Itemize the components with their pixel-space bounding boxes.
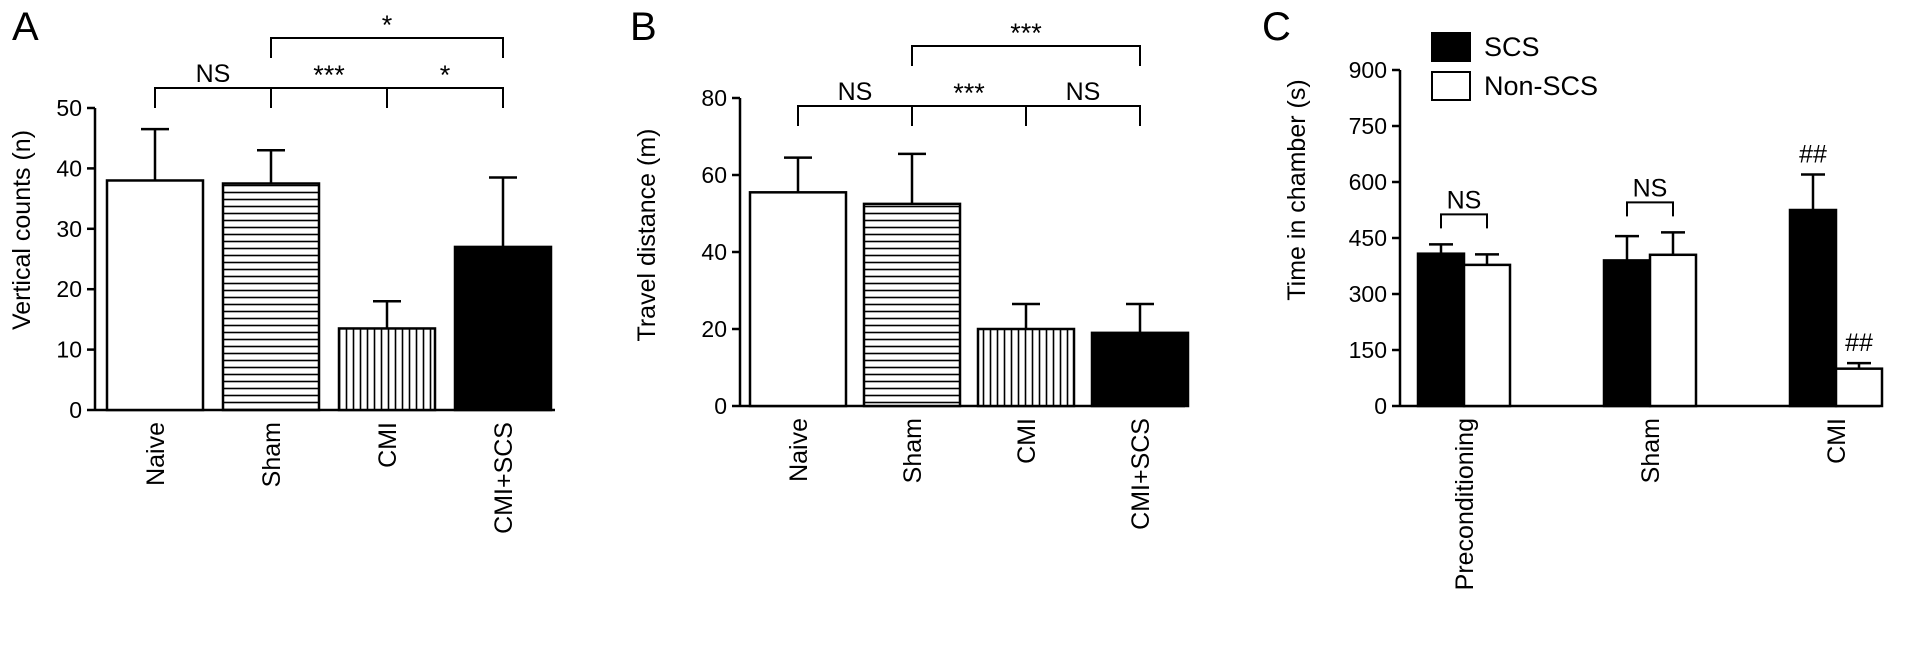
b-comparison-bracket	[797, 105, 913, 126]
c-significance-label: ##	[1845, 329, 1873, 357]
a-bar-sham	[221, 182, 321, 412]
a-y-tick-label: 0	[69, 397, 82, 423]
a-bar-cmi	[337, 327, 437, 412]
b-comparison-label: NS	[838, 78, 873, 106]
c-y-tick-label: 450	[1349, 225, 1387, 251]
c-y-tick-label: 600	[1349, 169, 1387, 195]
b-category-label: CMI	[1013, 418, 1041, 464]
legend-swatch-non-scs	[1431, 71, 1471, 101]
a-comparison-label: *	[440, 60, 451, 90]
a-category-label: CMI	[374, 422, 402, 468]
c-y-tick-label: 900	[1349, 57, 1387, 83]
a-y-tick-label: 20	[56, 276, 82, 302]
b-y-tick-label: 60	[701, 162, 727, 188]
panel-b: B Travel distance (m) 0 20 40 60 80 Naive Sham…	[630, 5, 1190, 530]
c-significance-label: ##	[1799, 141, 1827, 169]
c-bar-non-scs-preconditioning	[1462, 263, 1512, 408]
a-comparison-bracket	[154, 87, 272, 108]
y-axis-label-b: Travel distance (m)	[633, 128, 661, 341]
c-bar-non-scs-sham	[1648, 253, 1698, 408]
b-comparison-bracket	[911, 45, 1141, 66]
plot-area-c: 0 150 300 450 600 750 900 Preconditioning Sham CM…	[1349, 57, 1884, 590]
c-category-label: Sham	[1637, 418, 1665, 483]
y-axis-label-a: Vertical counts (n)	[8, 130, 36, 330]
c-bar-scs-sham	[1602, 259, 1652, 408]
c-comparison-label: NS	[1447, 186, 1482, 214]
a-y-tick-label: 40	[56, 155, 82, 181]
legend-label-non-scs: Non-SCS	[1484, 71, 1598, 101]
b-comparison-bracket	[1025, 105, 1141, 126]
b-y-tick-label: 40	[701, 239, 727, 265]
a-bar-naive	[105, 179, 205, 412]
a-comparison-label: ***	[313, 60, 345, 90]
b-bar-sham	[862, 202, 962, 408]
a-comparison-bracket	[386, 87, 504, 108]
plot-area-b: 0 20 40 60 80 Naive Sham CMI CMI+SCS NS *** NS ***	[701, 18, 1190, 530]
panel-label-a: A	[12, 5, 39, 49]
c-y-tick-label: 0	[1374, 393, 1387, 419]
a-comparison-label: *	[382, 10, 393, 40]
b-bar-cmi-scs	[1090, 331, 1190, 408]
a-comparison-bracket	[270, 87, 388, 108]
c-bar-scs-preconditioning	[1416, 252, 1466, 408]
c-bar-scs-cmi	[1788, 208, 1838, 408]
c-comparison-label: NS	[1633, 174, 1668, 202]
b-comparison-label: ***	[1010, 18, 1042, 48]
c-category-label: Preconditioning	[1451, 418, 1479, 590]
b-y-tick-label: 0	[714, 393, 727, 419]
panel-a: A Vertical counts (n) 0 10 20 30 40 50 Naive Sh…	[8, 5, 555, 534]
legend-swatch-scs	[1431, 32, 1471, 62]
a-comparison-bracket	[270, 37, 504, 58]
a-bar-cmi-scs	[453, 245, 553, 412]
b-category-label: Sham	[899, 418, 927, 483]
legend-label-scs: SCS	[1484, 32, 1540, 62]
panel-c: C Time in chamber (s) 0 150 300 450 600 750 90…	[1262, 5, 1884, 590]
b-bar-naive	[748, 191, 848, 408]
legend: SCS Non-SCS	[1431, 32, 1598, 101]
b-y-tick-label: 80	[701, 85, 727, 111]
c-y-tick-label: 150	[1349, 337, 1387, 363]
panel-label-c: C	[1262, 5, 1291, 49]
a-comparison-label: NS	[196, 60, 231, 88]
b-comparison-label: ***	[953, 78, 985, 108]
a-category-label: CMI+SCS	[490, 422, 518, 534]
c-bar-non-scs-cmi	[1834, 367, 1884, 408]
a-y-tick-label: 10	[56, 337, 82, 363]
c-y-tick-label: 750	[1349, 113, 1387, 139]
b-comparison-bracket	[911, 105, 1027, 126]
panel-label-b: B	[630, 5, 657, 49]
y-axis-label-c: Time in chamber (s)	[1283, 79, 1311, 300]
a-y-tick-label: 50	[56, 95, 82, 121]
c-category-label: CMI	[1823, 418, 1851, 464]
b-category-label: Naive	[785, 418, 813, 482]
b-bar-cmi	[976, 327, 1076, 408]
a-category-label: Naive	[142, 422, 170, 486]
c-comparison-bracket	[1626, 201, 1674, 217]
b-category-label: CMI+SCS	[1127, 418, 1155, 530]
b-y-tick-label: 20	[701, 316, 727, 342]
a-y-tick-label: 30	[56, 216, 82, 242]
a-category-label: Sham	[258, 422, 286, 487]
c-y-tick-label: 300	[1349, 281, 1387, 307]
c-comparison-bracket	[1440, 213, 1488, 229]
b-comparison-label: NS	[1066, 78, 1101, 106]
